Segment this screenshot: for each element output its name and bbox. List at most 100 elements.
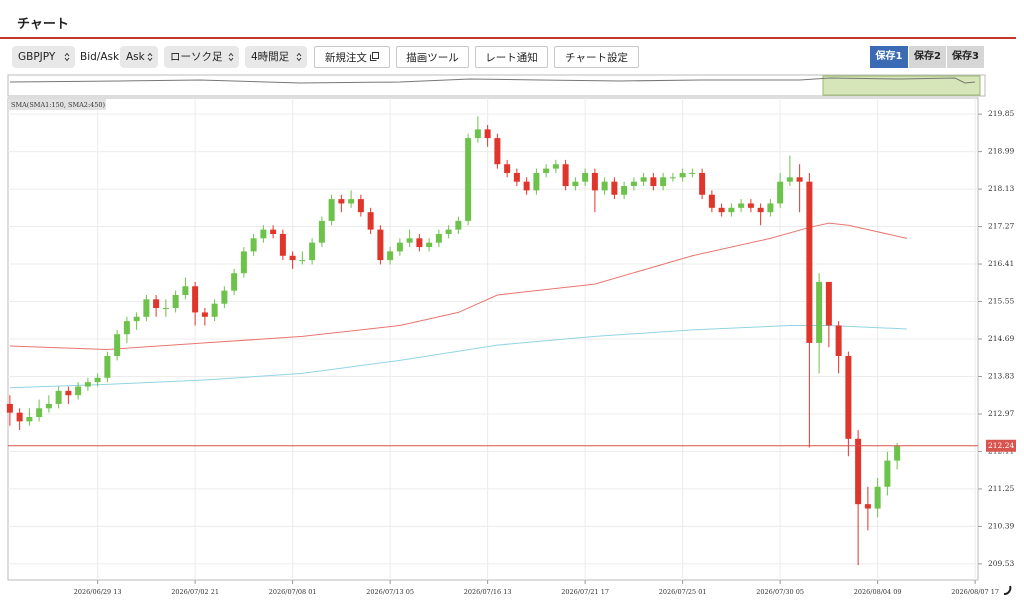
window-icon bbox=[370, 52, 380, 61]
candle-body bbox=[884, 460, 891, 487]
candle-body bbox=[250, 238, 257, 252]
candle-body bbox=[621, 186, 628, 195]
candle-body bbox=[777, 181, 784, 204]
candle-body bbox=[767, 203, 774, 213]
candle-body bbox=[348, 199, 355, 204]
candle-body bbox=[543, 168, 550, 173]
x-tick-label: 2026/06/29 13 bbox=[74, 588, 122, 596]
y-tick-label: 216.41 bbox=[988, 259, 1014, 268]
candle-body bbox=[699, 172, 706, 195]
candle-body bbox=[416, 238, 423, 248]
candle-body bbox=[747, 203, 754, 208]
rate-alert-button[interactable]: レート通知 bbox=[475, 46, 548, 68]
candle-body bbox=[796, 177, 803, 182]
new-order-button[interactable]: 新規注文 bbox=[314, 46, 390, 68]
candle-body bbox=[201, 312, 208, 317]
candle-body bbox=[494, 138, 501, 165]
candle-body bbox=[143, 299, 150, 317]
y-tick-label: 217.27 bbox=[988, 222, 1014, 231]
candle-body bbox=[445, 229, 452, 234]
navigator-window[interactable] bbox=[822, 75, 981, 96]
side-select[interactable]: Ask bbox=[120, 46, 158, 68]
y-tick-label: 213.83 bbox=[988, 371, 1014, 380]
candle-body bbox=[279, 233, 286, 256]
y-tick-label: 219.85 bbox=[988, 109, 1014, 118]
candle-body bbox=[552, 164, 559, 169]
candle-body bbox=[728, 207, 735, 213]
save-tab[interactable]: 保存2 bbox=[909, 46, 946, 68]
indicator-label: SMA(SMA1:150, SMA2:450) bbox=[11, 101, 106, 109]
candle-body bbox=[377, 229, 384, 261]
caret bbox=[64, 52, 70, 62]
candle-body bbox=[328, 199, 335, 221]
sma-line bbox=[9, 222, 907, 350]
candle-body bbox=[123, 321, 130, 335]
candle-body bbox=[533, 172, 540, 191]
candle-body bbox=[270, 229, 277, 234]
navigator-line bbox=[9, 77, 976, 84]
y-tick-label: 215.55 bbox=[988, 297, 1014, 306]
x-tick-label: 2026/07/02 21 bbox=[171, 588, 219, 596]
button-label: 新規注文 bbox=[324, 52, 367, 64]
save-tab[interactable]: 保存1 bbox=[870, 46, 908, 68]
sma-line bbox=[9, 324, 907, 389]
caret bbox=[228, 52, 234, 62]
candle-body bbox=[855, 438, 862, 505]
candle-body bbox=[816, 281, 823, 343]
style: ローソク足 bbox=[170, 51, 223, 63]
candle-body bbox=[679, 172, 686, 178]
candle-body bbox=[806, 181, 813, 343]
candle-body bbox=[572, 181, 579, 187]
candle-body bbox=[874, 486, 881, 509]
candle-body bbox=[396, 242, 403, 252]
candle-body bbox=[26, 417, 33, 422]
symbol-select[interactable]: GBPJPY bbox=[12, 46, 75, 68]
candle-body bbox=[289, 255, 296, 261]
candle-body bbox=[601, 181, 608, 191]
candle-body bbox=[426, 242, 433, 248]
candle-body bbox=[845, 355, 852, 439]
candle-body bbox=[455, 220, 462, 230]
caret bbox=[147, 52, 153, 62]
candle-body bbox=[16, 412, 23, 422]
candle-body bbox=[221, 290, 228, 304]
x-tick-label: 2026/07/21 17 bbox=[561, 588, 609, 596]
spinner bbox=[1003, 585, 1012, 595]
candle-body bbox=[523, 181, 530, 191]
divider bbox=[0, 37, 1016, 39]
draw-tools-button[interactable]: 描画ツール bbox=[396, 46, 469, 68]
candle-body bbox=[231, 273, 238, 291]
symbol: GBPJPY bbox=[18, 51, 56, 63]
candle-body bbox=[406, 238, 413, 243]
chart-settings-button[interactable]: チャート設定 bbox=[554, 46, 639, 68]
candle-body bbox=[133, 316, 140, 322]
side: Ask bbox=[126, 51, 145, 63]
candle-body bbox=[786, 177, 793, 182]
candle-body bbox=[299, 260, 306, 262]
y-tick-label: 218.99 bbox=[988, 147, 1014, 156]
candle-body bbox=[660, 177, 667, 187]
x-tick-label: 2026/07/16 13 bbox=[464, 588, 512, 596]
candle-body bbox=[708, 194, 715, 208]
timeframe: 4時間足 bbox=[251, 51, 290, 63]
style-select[interactable]: ローソク足 bbox=[164, 46, 239, 68]
x-tick-label: 2026/08/04 09 bbox=[854, 588, 902, 596]
timeframe-select[interactable]: 4時間足 bbox=[245, 46, 307, 68]
candle-body bbox=[240, 251, 247, 274]
y-tick-label: 218.13 bbox=[988, 184, 1014, 193]
candle-body bbox=[718, 207, 725, 213]
save-tab[interactable]: 保存3 bbox=[947, 46, 984, 68]
candle-body bbox=[894, 445, 901, 461]
x-tick-label: 2026/07/08 01 bbox=[269, 588, 317, 596]
candle-body bbox=[465, 138, 472, 221]
candle-body bbox=[55, 390, 62, 404]
candle-body bbox=[367, 212, 374, 230]
candle-body bbox=[104, 355, 111, 378]
candle-body bbox=[162, 308, 169, 310]
candle-body bbox=[825, 281, 832, 326]
candle-body bbox=[738, 203, 745, 208]
candle-body bbox=[211, 303, 218, 317]
candle-body bbox=[582, 172, 589, 182]
